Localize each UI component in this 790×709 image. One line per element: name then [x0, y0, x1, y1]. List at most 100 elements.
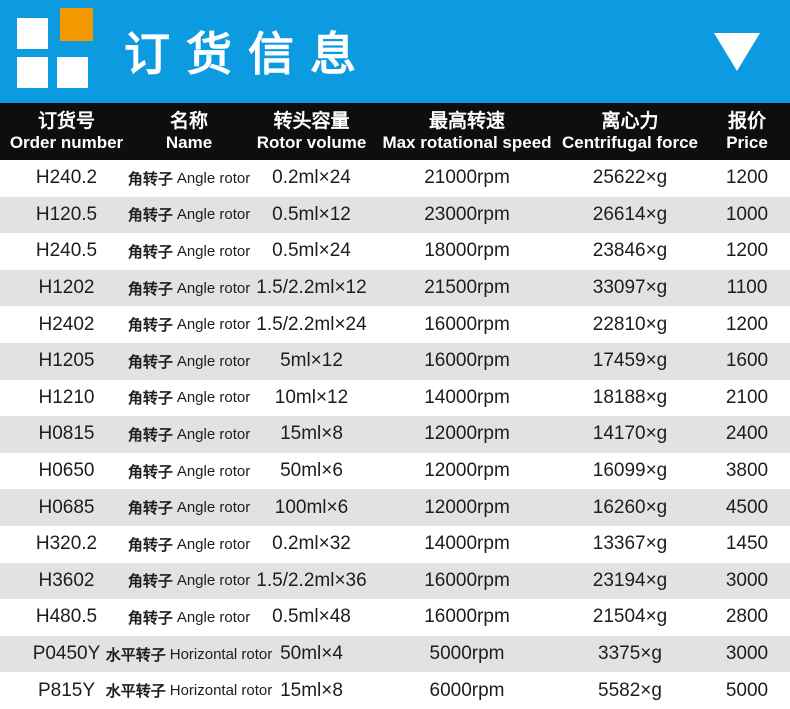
column-header-en: Max rotational speed: [382, 133, 552, 152]
cell-name: 水平转子 Horizontal rotor: [106, 680, 273, 701]
cell-price: 1000: [725, 203, 769, 225]
cell-price: 1200: [725, 240, 769, 262]
brand-logo: [16, 7, 96, 91]
rotor-name-en: Horizontal rotor: [169, 682, 273, 700]
cell-centrifugal-force: 23846×g: [592, 240, 668, 262]
cell-name: 角转子 Angle rotor: [128, 461, 250, 482]
rotor-name-en: Angle rotor: [176, 462, 251, 480]
cell-rotor-volume: 0.2ml×32: [272, 533, 351, 555]
cell-price: 1200: [725, 167, 769, 189]
rotor-name-en: Angle rotor: [176, 499, 251, 517]
cell-name: 角转子 Angle rotor: [128, 278, 250, 299]
cell-centrifugal-force: 23194×g: [592, 569, 668, 591]
cell-max-speed: 14000rpm: [424, 533, 510, 555]
cell-price: 2400: [725, 423, 769, 445]
cell-price: 2800: [725, 606, 769, 628]
table-row: H0650 角转子 Angle rotor 50ml×6 12000rpm 16099×g…: [0, 452, 790, 490]
cell-centrifugal-force: 3375×g: [598, 643, 662, 665]
cell-centrifugal-force: 5582×g: [598, 679, 662, 701]
column-header-cn: 名称: [169, 111, 208, 132]
cell-rotor-volume: 50ml×6: [280, 460, 343, 482]
cell-name: 角转子 Angle rotor: [128, 424, 250, 445]
rotor-name-en: Angle rotor: [176, 572, 251, 590]
cell-max-speed: 14000rpm: [424, 386, 510, 408]
cell-name: 角转子 Angle rotor: [128, 314, 250, 335]
cell-rotor-volume: 0.5ml×48: [272, 606, 351, 628]
table-row: H1205 角转子 Angle rotor 5ml×12 16000rpm 17459×g…: [0, 342, 790, 380]
column-header-cn: 最高转速: [428, 111, 505, 132]
rotor-name-cn: 角转子: [127, 573, 173, 591]
cell-name: 角转子 Angle rotor: [128, 351, 250, 372]
column-header-4: 离心力 Centrifugal force: [556, 111, 704, 152]
logo-square-bottom-right: [57, 57, 88, 88]
cell-order-number: H1202: [38, 277, 95, 299]
cell-max-speed: 5000rpm: [429, 643, 505, 665]
table-row: H480.5 角转子 Angle rotor 0.5ml×48 16000rpm 2150…: [0, 599, 790, 636]
column-header-en: Price: [726, 133, 768, 152]
rotor-name-en: Angle rotor: [176, 279, 251, 297]
cell-rotor-volume: 0.2ml×24: [272, 167, 351, 189]
cell-order-number: H0815: [38, 423, 95, 445]
page-title: 订货信息: [124, 27, 372, 80]
rotor-name-cn: 角转子: [127, 317, 173, 335]
column-header-cn: 订货号: [37, 111, 95, 132]
column-header-en: Centrifugal force: [561, 133, 699, 152]
cell-name: 角转子 Angle rotor: [128, 570, 250, 591]
cell-centrifugal-force: 22810×g: [592, 313, 668, 335]
cell-price: 3000: [725, 569, 769, 591]
cell-rotor-volume: 50ml×4: [280, 643, 343, 665]
cell-rotor-volume: 0.5ml×12: [272, 203, 351, 225]
cell-price: 3000: [725, 643, 769, 665]
cell-price: 1100: [726, 277, 768, 299]
rotor-name-en: Angle rotor: [176, 242, 251, 260]
table-row: H2402 角转子 Angle rotor 1.5/2.2ml×24 16000rpm 2…: [0, 306, 790, 343]
rotor-name-cn: 角转子: [127, 207, 173, 225]
rotor-name-cn: 角转子: [127, 500, 173, 518]
cell-price: 4500: [725, 496, 769, 518]
cell-order-number: H240.5: [35, 240, 98, 262]
rotor-name-cn: 水平转子: [105, 683, 166, 701]
cell-rotor-volume: 1.5/2.2ml×12: [256, 277, 367, 299]
cell-max-speed: 16000rpm: [424, 569, 510, 591]
table-row: H3602 角转子 Angle rotor 1.5/2.2ml×36 16000rpm 2…: [0, 562, 790, 600]
cell-max-speed: 21500rpm: [424, 277, 510, 299]
cell-order-number: H240.2: [35, 167, 98, 189]
cell-max-speed: 21000rpm: [424, 167, 510, 189]
rotor-name-en: Angle rotor: [176, 169, 251, 187]
cell-price: 1200: [725, 313, 769, 335]
cell-centrifugal-force: 16099×g: [592, 460, 668, 482]
cell-rotor-volume: 15ml×8: [280, 679, 343, 701]
table-row: P815Y 水平转子 Horizontal rotor 15ml×8 6000rpm 55…: [0, 672, 790, 709]
banner: 订货信息: [0, 0, 790, 103]
cell-rotor-volume: 0.5ml×24: [272, 240, 351, 262]
cell-price: 1600: [725, 350, 769, 372]
cell-max-speed: 16000rpm: [424, 350, 510, 372]
cell-rotor-volume: 1.5/2.2ml×36: [256, 569, 367, 591]
cell-name: 角转子 Angle rotor: [128, 168, 250, 189]
cell-name: 角转子 Angle rotor: [128, 204, 250, 225]
rotor-name-en: Angle rotor: [176, 425, 251, 443]
column-header-0: 订货号 Order number: [0, 111, 133, 152]
column-header-cn: 转头容量: [273, 111, 350, 132]
table-header-row: 订货号 Order number 名称 Name 转头容量 Rotor volume 最高转…: [0, 103, 790, 160]
cell-max-speed: 16000rpm: [424, 313, 510, 335]
cell-name: 角转子 Angle rotor: [128, 497, 250, 518]
cell-name: 角转子 Angle rotor: [128, 387, 250, 408]
cell-centrifugal-force: 16260×g: [592, 496, 668, 518]
cell-order-number: H480.5: [35, 606, 98, 628]
cell-centrifugal-force: 21504×g: [592, 606, 668, 628]
cell-price: 2100: [725, 386, 769, 408]
column-header-5: 报价 Price: [704, 111, 790, 152]
cell-rotor-volume: 15ml×8: [280, 423, 343, 445]
cell-rotor-volume: 1.5/2.2ml×24: [256, 313, 367, 335]
column-header-3: 最高转速 Max rotational speed: [378, 111, 556, 152]
rotor-name-cn: 角转子: [127, 609, 173, 627]
cell-max-speed: 12000rpm: [424, 423, 510, 445]
cell-centrifugal-force: 25622×g: [592, 167, 668, 189]
column-header-en: Name: [165, 133, 213, 152]
table-body: H240.2 角转子 Angle rotor 0.2ml×24 21000rpm 2562…: [0, 160, 790, 709]
cell-name: 角转子 Angle rotor: [128, 607, 250, 628]
cell-centrifugal-force: 13367×g: [592, 533, 668, 555]
cell-max-speed: 16000rpm: [424, 606, 510, 628]
